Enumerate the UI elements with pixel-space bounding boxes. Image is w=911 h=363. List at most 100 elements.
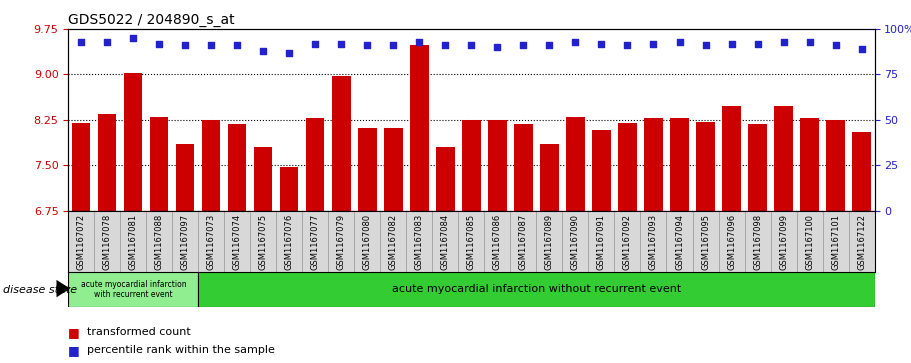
Text: GSM1167098: GSM1167098: [753, 213, 762, 270]
Bar: [68, 272, 199, 307]
Point: [308, 41, 322, 46]
Text: GSM1167088: GSM1167088: [155, 213, 164, 270]
Point: [334, 41, 349, 46]
Bar: [644, 118, 662, 363]
Point: [724, 41, 739, 46]
Text: GSM1167087: GSM1167087: [519, 213, 528, 270]
Point: [256, 48, 271, 54]
Text: GSM1167077: GSM1167077: [311, 213, 320, 270]
Bar: [670, 118, 689, 363]
Point: [855, 46, 869, 52]
Point: [594, 41, 609, 46]
Bar: [229, 124, 247, 363]
Point: [438, 42, 453, 48]
Bar: [592, 130, 610, 363]
Text: ■: ■: [68, 344, 80, 357]
Point: [152, 41, 167, 46]
Bar: [722, 106, 741, 363]
Bar: [436, 147, 455, 363]
Text: acute myocardial infarction
with recurrent event: acute myocardial infarction with recurre…: [80, 280, 186, 299]
Point: [490, 44, 505, 50]
Bar: [619, 123, 637, 363]
Text: GSM1167076: GSM1167076: [285, 213, 294, 270]
Point: [126, 35, 140, 41]
Point: [386, 42, 401, 48]
Text: GSM1167082: GSM1167082: [389, 213, 398, 270]
Point: [204, 42, 219, 48]
Text: GSM1167086: GSM1167086: [493, 213, 502, 270]
Text: GSM1167096: GSM1167096: [727, 213, 736, 270]
Text: GSM1167100: GSM1167100: [805, 213, 814, 270]
Text: GSM1167075: GSM1167075: [259, 213, 268, 270]
Bar: [98, 114, 117, 363]
Text: GSM1167078: GSM1167078: [103, 213, 112, 270]
Polygon shape: [56, 280, 70, 297]
Bar: [853, 132, 871, 363]
Text: GSM1167073: GSM1167073: [207, 213, 216, 270]
Text: GSM1167089: GSM1167089: [545, 213, 554, 270]
Bar: [254, 147, 272, 363]
Point: [230, 42, 245, 48]
Point: [828, 42, 843, 48]
Point: [672, 39, 687, 45]
Text: GSM1167101: GSM1167101: [831, 213, 840, 270]
Bar: [176, 144, 194, 363]
Text: GSM1167080: GSM1167080: [363, 213, 372, 270]
Bar: [384, 128, 403, 363]
Bar: [801, 118, 819, 363]
Bar: [72, 123, 90, 363]
Point: [751, 41, 765, 46]
Point: [776, 39, 791, 45]
Bar: [281, 167, 299, 363]
Bar: [463, 120, 480, 363]
Bar: [333, 76, 351, 363]
Point: [698, 42, 712, 48]
Bar: [488, 120, 507, 363]
Point: [646, 41, 660, 46]
Bar: [150, 117, 169, 363]
Point: [74, 39, 88, 45]
Text: GSM1167074: GSM1167074: [233, 213, 242, 270]
Point: [542, 42, 557, 48]
Text: GSM1167072: GSM1167072: [77, 213, 86, 270]
Point: [620, 42, 635, 48]
Text: GSM1167095: GSM1167095: [701, 213, 710, 270]
Text: GSM1167097: GSM1167097: [181, 213, 189, 270]
Point: [282, 50, 297, 56]
Text: GSM1167099: GSM1167099: [779, 213, 788, 270]
Text: ■: ■: [68, 326, 80, 339]
Point: [412, 39, 426, 45]
Text: transformed count: transformed count: [87, 327, 190, 337]
Text: GSM1167090: GSM1167090: [571, 213, 580, 270]
Bar: [306, 118, 324, 363]
Bar: [515, 124, 533, 363]
Bar: [696, 122, 714, 363]
Bar: [124, 73, 142, 363]
Text: GSM1167091: GSM1167091: [597, 213, 606, 270]
Point: [568, 39, 583, 45]
Text: GSM1167079: GSM1167079: [337, 213, 346, 270]
Text: GSM1167083: GSM1167083: [415, 213, 424, 270]
Bar: [540, 144, 558, 363]
Bar: [202, 120, 220, 363]
Text: acute myocardial infarction without recurrent event: acute myocardial infarction without recu…: [392, 285, 681, 294]
Point: [517, 42, 531, 48]
Point: [178, 42, 192, 48]
Point: [100, 39, 115, 45]
Bar: [774, 106, 793, 363]
Text: GSM1167085: GSM1167085: [467, 213, 476, 270]
Bar: [749, 124, 767, 363]
Bar: [567, 117, 585, 363]
Text: GSM1167094: GSM1167094: [675, 213, 684, 270]
Text: GSM1167093: GSM1167093: [649, 213, 658, 270]
Text: GSM1167081: GSM1167081: [128, 213, 138, 270]
Point: [360, 42, 374, 48]
Text: GSM1167122: GSM1167122: [857, 213, 866, 270]
Text: GSM1167092: GSM1167092: [623, 213, 632, 270]
Text: GSM1167084: GSM1167084: [441, 213, 450, 270]
Text: GDS5022 / 204890_s_at: GDS5022 / 204890_s_at: [68, 13, 235, 26]
Text: percentile rank within the sample: percentile rank within the sample: [87, 345, 274, 355]
Point: [464, 42, 479, 48]
Text: disease state: disease state: [3, 285, 77, 295]
Bar: [199, 272, 875, 307]
